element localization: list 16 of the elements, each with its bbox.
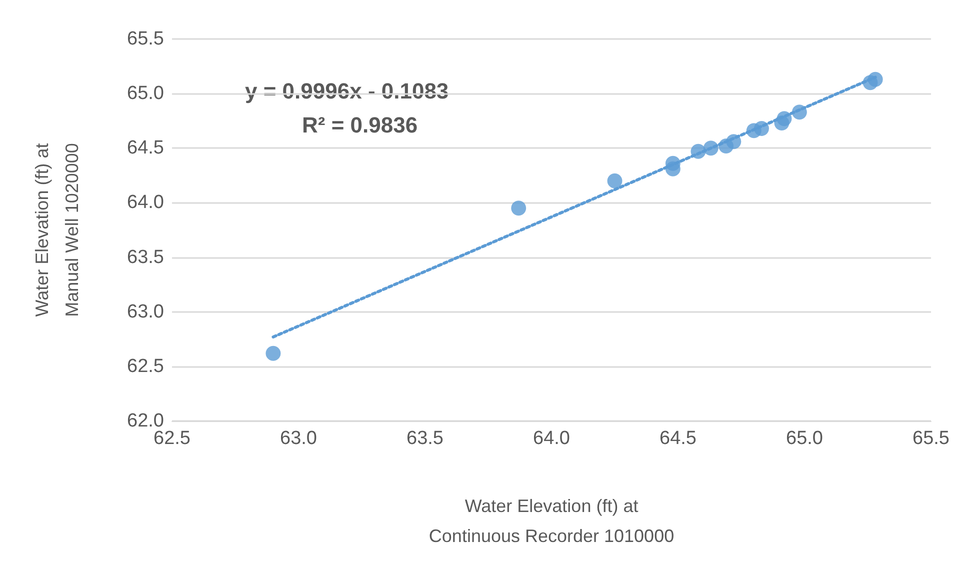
x-tick-label: 65.5 bbox=[912, 428, 950, 449]
y-axis-title: Water Elevation (ft) at Manual Well 1020000 bbox=[32, 143, 82, 317]
y-tick-label: 64.0 bbox=[127, 192, 164, 214]
x-axis-title: Water Elevation (ft) at Continuous Recorder 1010000 bbox=[428, 496, 674, 546]
x-tick-label: 63.0 bbox=[280, 428, 317, 449]
y-tick-label: 64.5 bbox=[127, 138, 164, 159]
x-tick-label: 65.0 bbox=[786, 428, 823, 449]
y-tick-label: 62.5 bbox=[127, 356, 164, 377]
y-tick-label: 65.5 bbox=[127, 28, 164, 50]
x-tick-label: 64.5 bbox=[660, 428, 696, 449]
annotation: R² = 0.9836 bbox=[302, 112, 418, 138]
x-tick-label: 64.0 bbox=[533, 428, 570, 449]
y-tick-label: 65.0 bbox=[127, 83, 164, 104]
x-tick-label: 63.5 bbox=[406, 428, 444, 449]
y-tick-label: 63.5 bbox=[127, 246, 164, 268]
y-tick-label: 63.0 bbox=[127, 301, 164, 322]
